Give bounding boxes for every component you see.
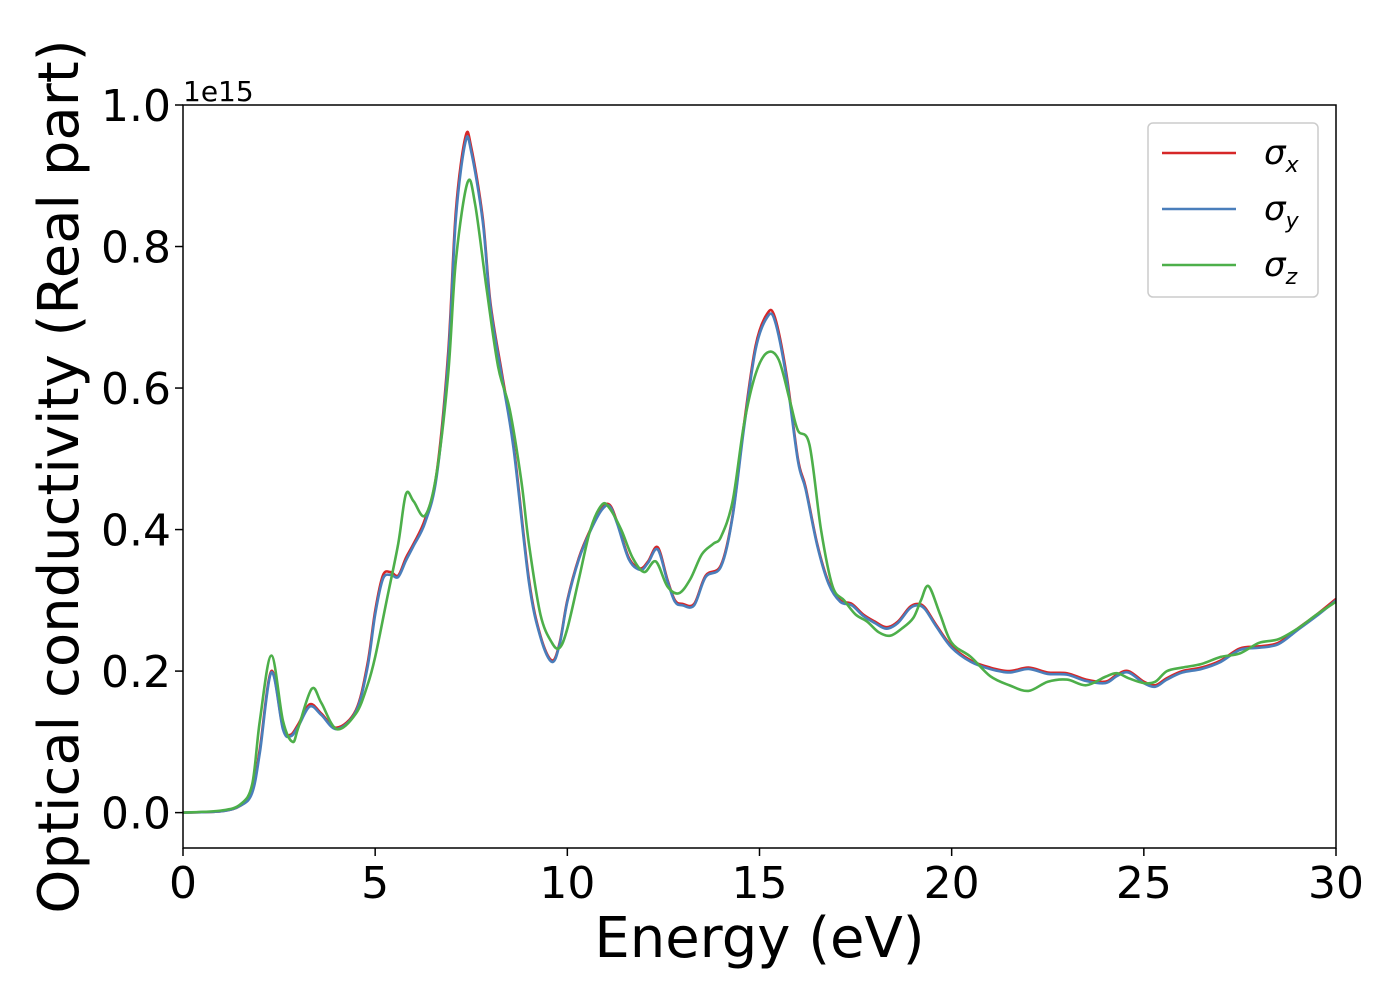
legend-label-x: σx: [1264, 133, 1300, 178]
y-tick-label: 0.6: [101, 364, 171, 415]
y-axis: 0.0 0.2 0.4 0.6 0.8 1.0: [101, 81, 183, 840]
y-tick-label: 0.2: [101, 647, 171, 698]
x-tick-label: 20: [924, 858, 980, 909]
x-tick-label: 15: [732, 858, 788, 909]
x-tick-label: 30: [1308, 858, 1364, 909]
x-tick-label: 10: [539, 858, 595, 909]
legend-label-z: σz: [1264, 245, 1298, 290]
y-offset-label: 1e15: [183, 75, 254, 108]
y-tick-label: 0.4: [101, 506, 171, 557]
legend: σx σy σz: [1147, 122, 1319, 298]
y-tick-label: 0.8: [101, 223, 171, 274]
x-tick-label: 5: [361, 858, 389, 909]
x-tick-label: 25: [1116, 858, 1172, 909]
x-axis: 0 5 10 15 20 25 30: [169, 848, 1364, 909]
legend-label-y: σy: [1264, 189, 1300, 234]
series-line-y: [183, 135, 1336, 814]
series-line-z: [183, 178, 1336, 814]
x-axis-title: Energy (eV): [594, 906, 924, 971]
y-tick-label: 1.0: [101, 81, 171, 132]
x-tick-label: 0: [169, 858, 197, 909]
y-tick-label: 0.0: [101, 789, 171, 840]
y-axis-title: Optical conductivity (Real part): [27, 39, 92, 913]
series-layer: [183, 130, 1336, 814]
